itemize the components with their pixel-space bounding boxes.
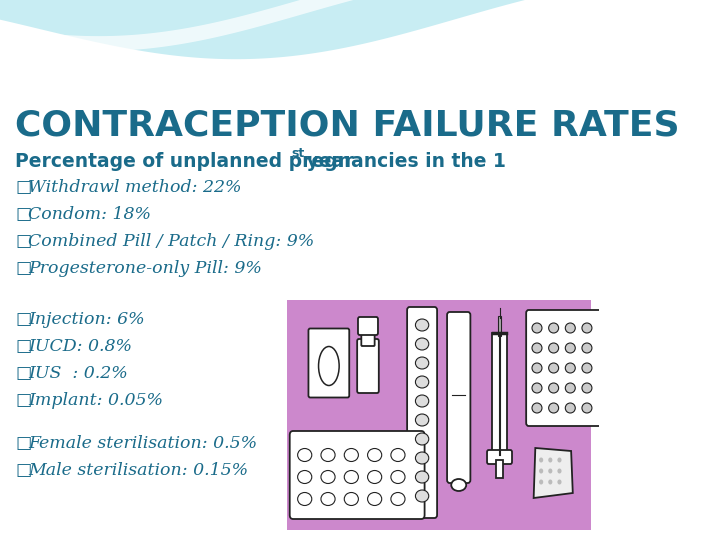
Ellipse shape xyxy=(391,449,405,462)
Polygon shape xyxy=(0,0,600,48)
Text: year: year xyxy=(300,152,354,171)
Ellipse shape xyxy=(297,449,312,462)
Ellipse shape xyxy=(321,449,335,462)
Circle shape xyxy=(548,457,552,462)
Ellipse shape xyxy=(344,492,359,505)
Ellipse shape xyxy=(297,470,312,483)
Ellipse shape xyxy=(344,449,359,462)
FancyBboxPatch shape xyxy=(289,431,425,519)
Circle shape xyxy=(539,480,543,484)
Ellipse shape xyxy=(368,470,382,483)
Circle shape xyxy=(539,457,543,462)
FancyBboxPatch shape xyxy=(498,316,501,336)
Ellipse shape xyxy=(565,383,575,393)
Ellipse shape xyxy=(318,347,339,386)
Ellipse shape xyxy=(549,343,559,353)
Ellipse shape xyxy=(391,470,405,483)
FancyBboxPatch shape xyxy=(492,333,507,455)
Polygon shape xyxy=(0,0,600,51)
Ellipse shape xyxy=(368,449,382,462)
FancyBboxPatch shape xyxy=(358,317,378,335)
Ellipse shape xyxy=(532,383,542,393)
Ellipse shape xyxy=(582,403,592,413)
Text: □: □ xyxy=(15,178,32,196)
Text: □: □ xyxy=(15,259,32,277)
FancyBboxPatch shape xyxy=(487,450,512,464)
Circle shape xyxy=(557,480,562,484)
Ellipse shape xyxy=(549,363,559,373)
Polygon shape xyxy=(534,448,573,498)
Text: Injection: 6%: Injection: 6% xyxy=(28,311,145,328)
Ellipse shape xyxy=(297,492,312,505)
Ellipse shape xyxy=(582,383,592,393)
Ellipse shape xyxy=(415,338,428,350)
Ellipse shape xyxy=(565,363,575,373)
Ellipse shape xyxy=(582,323,592,333)
Ellipse shape xyxy=(321,492,335,505)
Text: □: □ xyxy=(15,461,32,479)
Text: □: □ xyxy=(15,364,32,382)
Ellipse shape xyxy=(415,357,428,369)
Ellipse shape xyxy=(415,376,428,388)
Text: Implant: 0.05%: Implant: 0.05% xyxy=(28,392,163,409)
Text: Male sterilisation: 0.15%: Male sterilisation: 0.15% xyxy=(28,462,248,479)
Ellipse shape xyxy=(391,492,405,505)
Text: □: □ xyxy=(15,310,32,328)
FancyBboxPatch shape xyxy=(361,330,374,346)
Ellipse shape xyxy=(344,470,359,483)
Polygon shape xyxy=(0,0,600,59)
Ellipse shape xyxy=(582,363,592,373)
Ellipse shape xyxy=(368,492,382,505)
Ellipse shape xyxy=(549,403,559,413)
FancyBboxPatch shape xyxy=(308,328,349,397)
Text: Female sterilisation: 0.5%: Female sterilisation: 0.5% xyxy=(28,435,258,452)
Ellipse shape xyxy=(565,343,575,353)
Ellipse shape xyxy=(451,479,467,491)
Ellipse shape xyxy=(415,433,428,445)
Ellipse shape xyxy=(565,403,575,413)
Ellipse shape xyxy=(549,323,559,333)
Ellipse shape xyxy=(532,343,542,353)
FancyBboxPatch shape xyxy=(357,339,379,393)
Circle shape xyxy=(539,469,543,474)
FancyBboxPatch shape xyxy=(287,300,591,530)
Polygon shape xyxy=(0,0,600,26)
Ellipse shape xyxy=(415,452,428,464)
Ellipse shape xyxy=(582,343,592,353)
FancyBboxPatch shape xyxy=(447,312,470,483)
Text: □: □ xyxy=(15,434,32,452)
Ellipse shape xyxy=(415,490,428,502)
Text: □: □ xyxy=(15,205,32,223)
Ellipse shape xyxy=(532,403,542,413)
Ellipse shape xyxy=(532,323,542,333)
Ellipse shape xyxy=(415,319,428,331)
FancyBboxPatch shape xyxy=(496,460,503,478)
Text: Condom: 18%: Condom: 18% xyxy=(28,206,151,223)
Text: Withdrawl method: 22%: Withdrawl method: 22% xyxy=(28,179,242,196)
Circle shape xyxy=(548,480,552,484)
Text: Percentage of unplanned pregnancies in the 1: Percentage of unplanned pregnancies in t… xyxy=(15,152,506,171)
Ellipse shape xyxy=(549,383,559,393)
Text: □: □ xyxy=(15,337,32,355)
Text: Combined Pill / Patch / Ring: 9%: Combined Pill / Patch / Ring: 9% xyxy=(28,233,315,250)
FancyBboxPatch shape xyxy=(407,307,437,518)
Ellipse shape xyxy=(415,471,428,483)
Text: CONTRACEPTION FAILURE RATES: CONTRACEPTION FAILURE RATES xyxy=(15,108,680,142)
Circle shape xyxy=(557,469,562,474)
Ellipse shape xyxy=(415,395,428,407)
Ellipse shape xyxy=(565,323,575,333)
Text: IUCD: 0.8%: IUCD: 0.8% xyxy=(28,338,132,355)
Ellipse shape xyxy=(532,363,542,373)
Text: □: □ xyxy=(15,391,32,409)
Circle shape xyxy=(557,457,562,462)
Ellipse shape xyxy=(321,470,335,483)
FancyBboxPatch shape xyxy=(526,310,606,426)
Ellipse shape xyxy=(415,414,428,426)
Text: Progesterone-only Pill: 9%: Progesterone-only Pill: 9% xyxy=(28,260,262,277)
Text: st: st xyxy=(292,147,305,160)
Circle shape xyxy=(548,469,552,474)
Text: IUS  : 0.2%: IUS : 0.2% xyxy=(28,365,128,382)
Text: □: □ xyxy=(15,232,32,250)
